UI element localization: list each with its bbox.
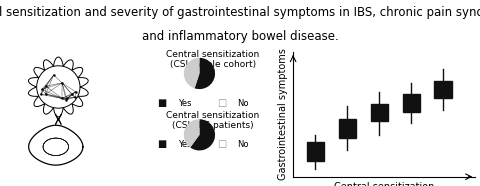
Text: □: □ <box>217 139 226 149</box>
Text: ■: ■ <box>157 98 167 108</box>
PathPatch shape <box>338 119 356 138</box>
Y-axis label: Gastrointestinal symptoms: Gastrointestinal symptoms <box>277 48 288 180</box>
Circle shape <box>36 66 80 108</box>
PathPatch shape <box>371 104 388 121</box>
Wedge shape <box>184 58 200 88</box>
PathPatch shape <box>307 142 324 161</box>
Wedge shape <box>194 58 215 89</box>
X-axis label: Central sensitization: Central sensitization <box>334 182 434 186</box>
Wedge shape <box>184 119 200 147</box>
Text: □: □ <box>217 98 226 108</box>
Text: Central sensitization and severity of gastrointestinal symptoms in IBS, chronic : Central sensitization and severity of ga… <box>0 6 480 19</box>
Text: Central sensitization
(CSI, whole cohort): Central sensitization (CSI, whole cohort… <box>166 50 259 69</box>
PathPatch shape <box>434 81 452 98</box>
Text: No: No <box>238 140 249 149</box>
Polygon shape <box>29 125 83 165</box>
Text: Central sensitization
(CSI, IBS patients): Central sensitization (CSI, IBS patients… <box>166 111 259 130</box>
Text: Yes: Yes <box>178 140 191 149</box>
Text: No: No <box>238 99 249 108</box>
Wedge shape <box>190 119 215 150</box>
PathPatch shape <box>403 94 420 112</box>
Text: and inflammatory bowel disease.: and inflammatory bowel disease. <box>142 30 338 43</box>
Text: Yes: Yes <box>178 99 191 108</box>
Text: ■: ■ <box>157 139 167 149</box>
